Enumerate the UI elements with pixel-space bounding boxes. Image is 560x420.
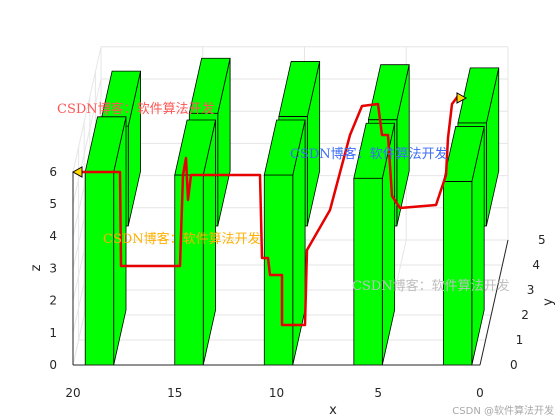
watermark-1: CSDN博客：软件算法开发 (57, 101, 215, 117)
x-axis-label: x (329, 403, 337, 418)
y-tick-label: 2 (521, 308, 529, 322)
y-axis-line (479, 239, 509, 366)
tick-labels: 20 15 10 5 0 0 1 2 3 4 5 0 1 2 3 4 5 6 (49, 165, 545, 400)
z-tick-label: 2 (49, 294, 57, 308)
obstacle-front (174, 174, 204, 366)
csdn-credit: CSDN @软件算法开发 (452, 406, 554, 417)
z-tick-label: 1 (49, 326, 57, 340)
x-tick-label: 15 (167, 386, 182, 400)
y-tick-label: 4 (532, 258, 540, 272)
z-tick-label: 0 (49, 358, 57, 372)
obstacle-top (353, 122, 396, 179)
path-line (76, 95, 459, 327)
watermark-3: CSDN博客：软件算法开发 (103, 231, 261, 247)
obstacles (84, 57, 500, 366)
y-tick-label: 1 (516, 333, 524, 347)
z-axis-label: z (29, 264, 44, 271)
obstacle-top (457, 67, 500, 124)
path-layer (71, 92, 468, 327)
y-tick-label: 3 (527, 283, 535, 297)
y-tick-label: 5 (538, 233, 546, 247)
obstacle-top (442, 126, 485, 182)
watermark-4: CSDN博客：软件算法开发 (352, 278, 510, 294)
z-tick-label: 4 (49, 229, 57, 243)
x-tick-label: 20 (65, 386, 80, 400)
obstacle-top (278, 61, 321, 117)
x-tick-label: 0 (476, 386, 484, 400)
start-marker (71, 166, 83, 178)
x-tick-label: 5 (374, 386, 382, 400)
axes (72, 172, 509, 366)
obstacle-front (442, 181, 473, 366)
z-tick-label: 3 (49, 261, 57, 275)
obstacle-front (353, 177, 383, 366)
watermark-2: CSDN博客：软件算法开发 (290, 146, 448, 162)
obstacle-front (84, 171, 115, 366)
obstacle-top (263, 119, 306, 176)
obstacle-top (188, 57, 231, 114)
y-tick-label: 0 (510, 358, 518, 372)
z-tick-label: 5 (49, 197, 57, 211)
y-axis-label: y (541, 298, 556, 306)
z-tick-label: 6 (49, 165, 57, 179)
goal-marker (456, 92, 468, 104)
x-tick-label: 10 (269, 386, 284, 400)
